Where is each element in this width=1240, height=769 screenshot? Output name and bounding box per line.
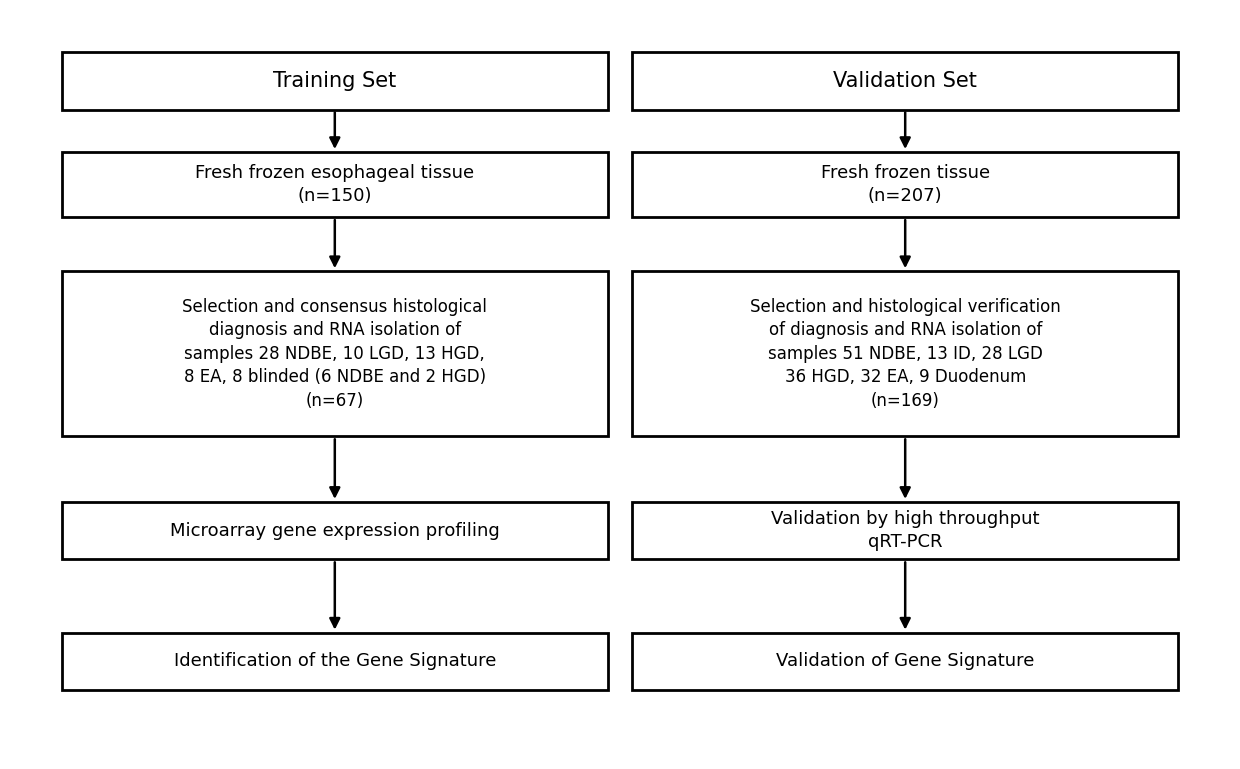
- Text: Microarray gene expression profiling: Microarray gene expression profiling: [170, 521, 500, 540]
- FancyBboxPatch shape: [62, 152, 608, 217]
- FancyBboxPatch shape: [632, 632, 1178, 691]
- Text: Fresh frozen esophageal tissue
(n=150): Fresh frozen esophageal tissue (n=150): [195, 164, 475, 205]
- FancyBboxPatch shape: [62, 52, 608, 109]
- FancyBboxPatch shape: [62, 501, 608, 560]
- Text: Validation of Gene Signature: Validation of Gene Signature: [776, 652, 1034, 671]
- FancyBboxPatch shape: [632, 501, 1178, 560]
- FancyBboxPatch shape: [62, 632, 608, 691]
- Text: Validation Set: Validation Set: [833, 71, 977, 91]
- FancyBboxPatch shape: [632, 152, 1178, 217]
- Text: Training Set: Training Set: [273, 71, 397, 91]
- Text: Identification of the Gene Signature: Identification of the Gene Signature: [174, 652, 496, 671]
- Text: Selection and consensus histological
diagnosis and RNA isolation of
samples 28 N: Selection and consensus histological dia…: [182, 298, 487, 410]
- Text: Fresh frozen tissue
(n=207): Fresh frozen tissue (n=207): [821, 164, 990, 205]
- Text: Selection and histological verification
of diagnosis and RNA isolation of
sample: Selection and histological verification …: [750, 298, 1060, 410]
- FancyBboxPatch shape: [62, 271, 608, 436]
- Text: Validation by high throughput
qRT-PCR: Validation by high throughput qRT-PCR: [771, 510, 1039, 551]
- FancyBboxPatch shape: [632, 52, 1178, 109]
- FancyBboxPatch shape: [632, 271, 1178, 436]
